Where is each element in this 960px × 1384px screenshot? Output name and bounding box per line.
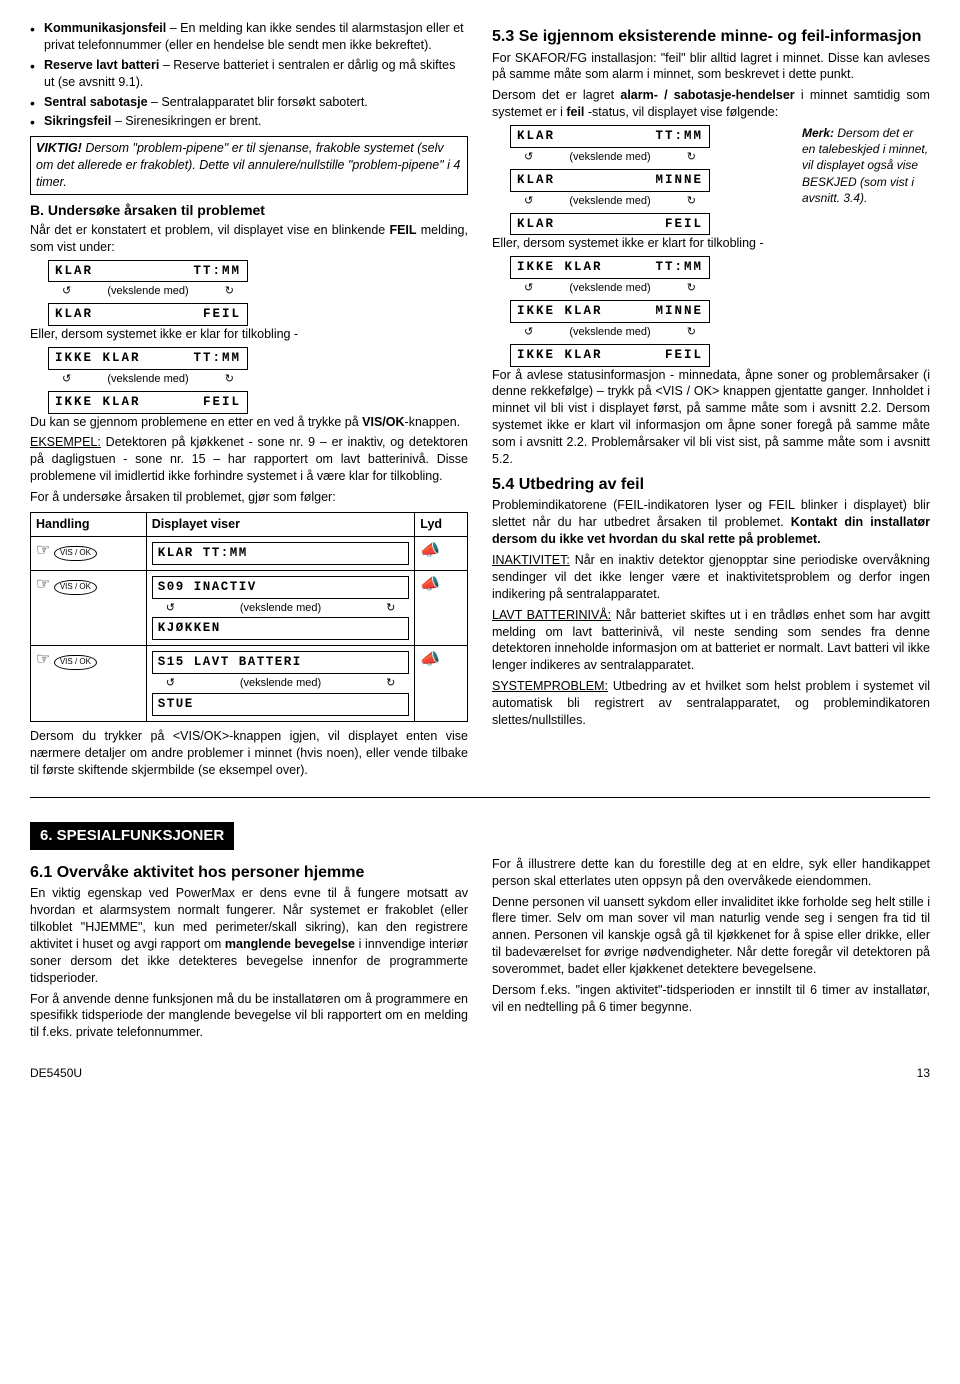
left-column: Kommunikasjonsfeil – En melding kan ikke… [30,20,468,783]
para-6-1-b: For å anvende denne funksjonen må du be … [30,991,468,1042]
instruction-para: For å undersøke årsaken til problemet, g… [30,489,468,506]
bullet-item: Sentral sabotasje – Sentralapparatet bli… [44,94,468,111]
para-5-3-a: For SKAFOR/FG installasjon: "feil" blir … [492,50,930,84]
action-table: Handling Displayet viser Lyd ☞ VIS / OK … [30,512,468,722]
table-row: ☞ VIS / OK S15 LAVT BATTERI (vekslende m… [31,646,468,722]
lcd-cell: KLAR TT:MM [152,542,410,565]
para-inaktivitet: INAKTIVITET: Når en inaktiv detektor gje… [492,552,930,603]
lcd-display: KLARTT:MM [48,260,248,283]
table-row: ☞ VIS / OK S09 INACTIV (vekslende med) K… [31,570,468,646]
important-text: Dersom "problem-pipene" er til sjenanse,… [36,141,460,189]
pointer-icon: ☞ [36,542,50,559]
important-label: VIKTIG! [36,141,82,155]
bullet-term: Kommunikasjonsfeil [44,21,166,35]
heading-6-1: 6.1 Overvåke aktivitet hos personer hjem… [30,862,468,884]
heading-5-3: 5.3 Se igjennom eksisterende minne- og f… [492,26,930,48]
bullet-item: Reserve lavt batteri – Reserve batteriet… [44,57,468,91]
example-para: EKSEMPEL: Detektoren på kjøkkenet - sone… [30,434,468,485]
vis-ok-para: Du kan se gjennom problemene en etter en… [30,414,468,431]
para-6-1-r2: Denne personen vil uansett sykdom eller … [492,894,930,978]
fault-bullets: Kommunikasjonsfeil – En melding kan ikke… [30,20,468,130]
footer-page-number: 13 [917,1065,930,1081]
right-column: 5.3 Se igjennom eksisterende minne- og f… [492,20,930,783]
para-systemproblem: SYSTEMPROBLEM: Utbedring av et hvilket s… [492,678,930,729]
para-6-1-r3: Dersom f.eks. "ingen aktivitet"-tidsperi… [492,982,930,1016]
sec6-right: For å illustrere dette kan du forestille… [492,856,930,1045]
footer-doc-id: DE5450U [30,1065,82,1081]
section-divider [30,797,930,798]
table-header: Handling Displayet viser Lyd [31,512,468,536]
pointer-icon: ☞ [36,576,50,593]
sub-b-heading: B. Undersøke årsaken til problemet [30,201,468,220]
para-6-1-a: En viktig egenskap ved PowerMax er dens … [30,885,468,986]
para-lavt-batteri: LAVT BATTERINIVÅ: Når batteriet skiftes … [492,607,930,675]
vis-ok-button[interactable]: VIS / OK [54,655,97,670]
sec6-left: 6.1 Overvåke aktivitet hos personer hjem… [30,856,468,1045]
pointer-icon: ☞ [36,651,50,668]
para-6-1-r1: For å illustrere dette kan du forestille… [492,856,930,890]
para-5-4-a: Problemindikatorene (FEIL-indikatoren ly… [492,497,930,548]
lcd-display: IKKE KLARFEIL [48,391,248,414]
lcd-display: KLARTT:MM [510,125,710,148]
sound-icon: 📣 [415,536,468,570]
b-intro: Når det er konstatert et problem, vil di… [30,222,468,256]
closing-para: Dersom du trykker på <VIS/OK>-knappen ig… [30,728,468,779]
merk-note: Merk: Dersom det er en talebeskjed i min… [802,125,930,206]
vis-ok-button[interactable]: VIS / OK [54,546,97,561]
page-footer: DE5450U 13 [30,1065,930,1081]
para-5-3-c: For å avlese statusinformasjon - minneda… [492,367,930,468]
vis-ok-button[interactable]: VIS / OK [54,580,97,595]
sound-icon: 📣 [415,646,468,722]
section-6-banner: 6. SPESIALFUNKSJONER [30,822,234,850]
else-text-right: Eller, dersom systemet ikke er klart for… [492,235,930,252]
action-cell: ☞ VIS / OK [31,536,147,570]
lcd-display: KLARFEIL [48,303,248,326]
else-text: Eller, dersom systemet ikke er klar for … [30,326,468,343]
important-box: VIKTIG! Dersom "problem-pipene" er til s… [30,136,468,195]
bullet-item: Kommunikasjonsfeil – En melding kan ikke… [44,20,468,54]
table-row: ☞ VIS / OK KLAR TT:MM 📣 [31,536,468,570]
sound-icon: 📣 [415,570,468,646]
lcd-display: IKKE KLARTT:MM [48,347,248,370]
alternating-label: (vekslende med) [48,284,248,299]
heading-5-4: 5.4 Utbedring av feil [492,474,930,496]
para-5-3-b: Dersom det er lagret alarm- / sabotasje-… [492,87,930,121]
bullet-item: Sikringsfeil – Sirenesikringen er brent. [44,113,468,130]
